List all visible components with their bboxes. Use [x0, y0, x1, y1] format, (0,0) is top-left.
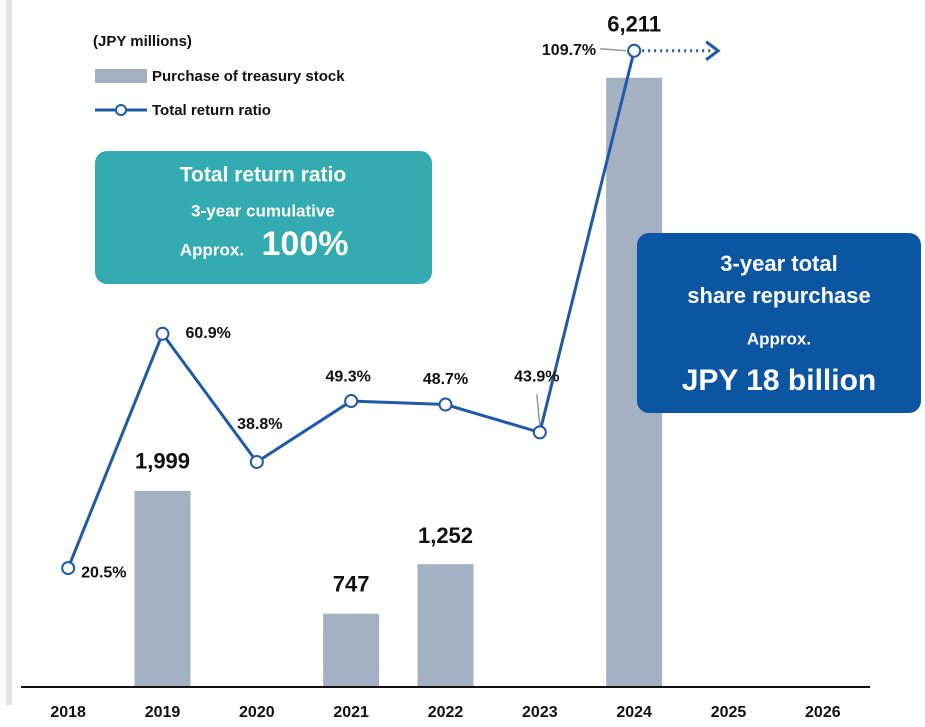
bar-value-label: 1,999 [135, 449, 190, 474]
annotation-text: share repurchase [687, 283, 870, 308]
x-tick-label: 2026 [805, 704, 841, 721]
line-value-label: 109.7% [542, 42, 596, 59]
line-value-label: 60.9% [186, 325, 231, 342]
bar [417, 564, 474, 687]
line-value-label: 20.5% [81, 564, 126, 581]
line-point [155, 326, 170, 341]
line-value-label: 48.7% [423, 371, 468, 388]
x-tick-label: 2024 [616, 704, 652, 721]
bar-value-label: 6,211 [607, 12, 661, 37]
side-strip [6, 0, 12, 705]
legend-label: Total return ratio [152, 102, 271, 119]
line-point [532, 425, 547, 440]
leader-line [536, 394, 541, 426]
bar-value-label: 1,252 [418, 523, 473, 548]
x-tick-label: 2021 [333, 704, 369, 721]
line-value-label: 49.3% [325, 368, 370, 385]
line-point [344, 394, 359, 409]
annotation-text: 100% [262, 225, 349, 263]
x-tick-label: 2025 [711, 704, 747, 721]
x-tick-label: 2023 [522, 704, 558, 721]
annotation-text: Approx. [180, 240, 244, 259]
line-value-label: 43.9% [514, 369, 559, 386]
line-point [438, 397, 453, 412]
bar-value-label: 747 [333, 572, 370, 597]
unit-label: (JPY millions) [93, 33, 192, 50]
annotation-text: 3-year total [720, 251, 837, 276]
line-point [249, 454, 264, 469]
bar [134, 490, 191, 687]
annotation-box [637, 233, 921, 413]
line-point [61, 561, 76, 576]
line-value-label: 38.8% [237, 416, 282, 433]
bar [323, 613, 380, 687]
annotation-box [95, 151, 432, 284]
annotation-text: Total return ratio [180, 164, 346, 187]
line-point [627, 43, 642, 58]
annotation-text: JPY 18 billion [682, 364, 877, 397]
x-tick-label: 2019 [145, 704, 181, 721]
x-tick-label: 2020 [239, 704, 275, 721]
legend-label: Purchase of treasury stock [152, 68, 345, 85]
annotation-text: 3-year cumulative [191, 201, 335, 220]
legend-swatch [115, 104, 127, 116]
x-tick-label: 2022 [428, 704, 464, 721]
legend-swatch [95, 69, 147, 83]
trend-arrow [705, 40, 721, 61]
annotation-text: Approx. [747, 329, 811, 348]
leader-line [600, 47, 627, 52]
line [66, 50, 636, 569]
x-tick-label: 2018 [50, 704, 86, 721]
